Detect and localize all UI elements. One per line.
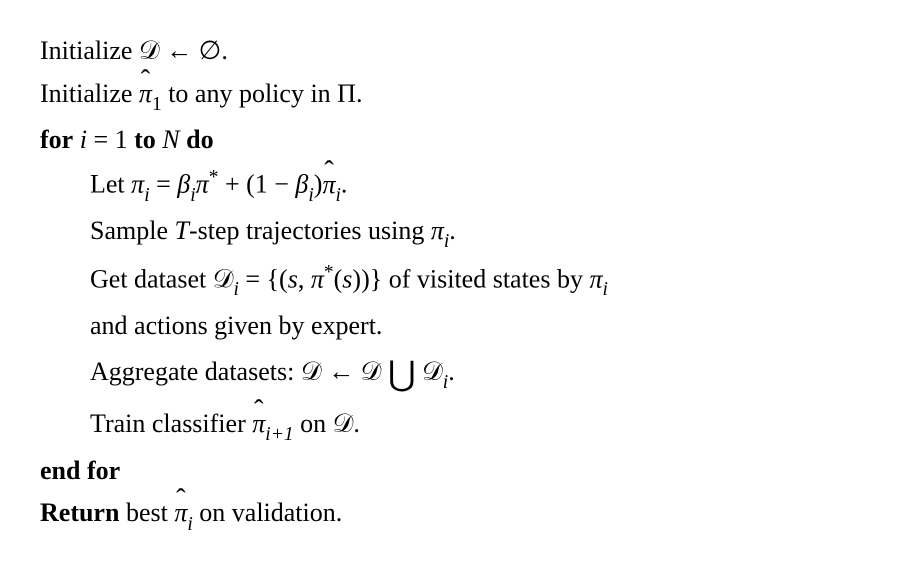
sup-star: * [209, 167, 219, 188]
sym-s: s [342, 264, 352, 293]
sub-i: i [336, 185, 341, 206]
sub-i: i [443, 372, 448, 393]
text: and actions given by expert. [90, 311, 382, 340]
line-sample: Sample T-step trajectories using πi. [40, 210, 881, 256]
text: + (1 − [218, 170, 295, 199]
line-aggregate: Aggregate datasets: 𝒟 ← 𝒟 ⋃ 𝒟i. [40, 347, 881, 403]
line-init-dataset: Initialize 𝒟 ← ∅. [40, 30, 881, 73]
sym-pi: π [196, 170, 209, 199]
text: . [448, 357, 455, 386]
line-mix: Let πi = βiπ* + (1 − βi)πi. [40, 162, 881, 210]
sub-i: i [603, 279, 608, 300]
line-for: for i = 1 to N do [40, 119, 881, 162]
sub-i: i [444, 231, 449, 252]
sym-dataset: 𝒟 [361, 357, 382, 386]
text: Let [90, 170, 131, 199]
line-return: Return best πi on validation. [40, 492, 881, 538]
sym-pi: π [589, 264, 602, 293]
sub-i: i [190, 185, 195, 206]
kw-return: Return [40, 498, 119, 527]
sub-1: 1 [152, 94, 162, 115]
sub-i: i [233, 279, 238, 300]
sub-ip1: i+1 [265, 424, 293, 445]
text: ) [314, 170, 323, 199]
sym-pi-hat: π [139, 73, 152, 116]
text: . [356, 79, 363, 108]
text: . [449, 216, 456, 245]
kw-endfor: end for [40, 456, 120, 485]
sym-dataset: 𝒟 [301, 357, 322, 386]
line-endfor: end for [40, 450, 881, 493]
sym-T: T [175, 216, 189, 245]
text: . [221, 36, 228, 65]
sub-i: i [308, 185, 313, 206]
text: = {( [239, 264, 288, 293]
sym-leftarrow: ← [328, 357, 354, 386]
line-getdataset: Get dataset 𝒟i = {(s, π*(s))} of visited… [40, 257, 881, 305]
text: on [294, 409, 333, 438]
sym-beta: β [177, 170, 190, 199]
sym-pi-hat: π [252, 403, 265, 446]
sym-pi: π [431, 216, 444, 245]
text: Get dataset [90, 264, 213, 293]
text: -step trajectories using [189, 216, 431, 245]
text: = 1 [87, 125, 134, 154]
sym-pi-hat: π [322, 164, 335, 207]
text: ))} of visited states by [352, 264, 589, 293]
text: on validation. [193, 498, 342, 527]
text: best [119, 498, 174, 527]
sym-dataset: 𝒟 [422, 357, 443, 386]
text: to any policy in [162, 79, 337, 108]
text: Sample [90, 216, 175, 245]
line-train: Train classifier πi+1 on 𝒟. [40, 403, 881, 449]
text: . [353, 409, 360, 438]
kw-to: to [134, 125, 156, 154]
sup-star: * [324, 262, 334, 283]
text: = [150, 170, 178, 199]
sym-beta: β [295, 170, 308, 199]
algorithm-block: Initialize 𝒟 ← ∅. Initialize π1 to any p… [40, 30, 881, 539]
sym-Pi: Π [337, 79, 356, 108]
sym-empty: ∅ [199, 36, 222, 65]
sym-leftarrow: ← [166, 36, 192, 65]
text: Initialize [40, 36, 139, 65]
line-init-policy: Initialize π1 to any policy in Π. [40, 73, 881, 119]
kw-do: do [186, 125, 213, 154]
sym-dataset: 𝒟 [213, 264, 234, 293]
text: Aggregate datasets: [90, 357, 301, 386]
text: , [298, 264, 311, 293]
sub-i: i [187, 514, 192, 535]
sym-s: s [288, 264, 298, 293]
sym-i: i [80, 125, 87, 154]
text: ( [334, 264, 343, 293]
sym-pi-hat: π [174, 492, 187, 535]
kw-for: for [40, 125, 73, 154]
line-getdataset2: and actions given by expert. [40, 305, 881, 348]
sym-pi: π [311, 264, 324, 293]
sym-N: N [162, 125, 179, 154]
text: Initialize [40, 79, 139, 108]
sym-pi: π [131, 170, 144, 199]
sym-dataset: 𝒟 [333, 409, 354, 438]
sym-union: ⋃ [388, 356, 416, 393]
sub-i: i [144, 185, 149, 206]
text: . [341, 170, 348, 199]
text: Train classifier [90, 409, 252, 438]
